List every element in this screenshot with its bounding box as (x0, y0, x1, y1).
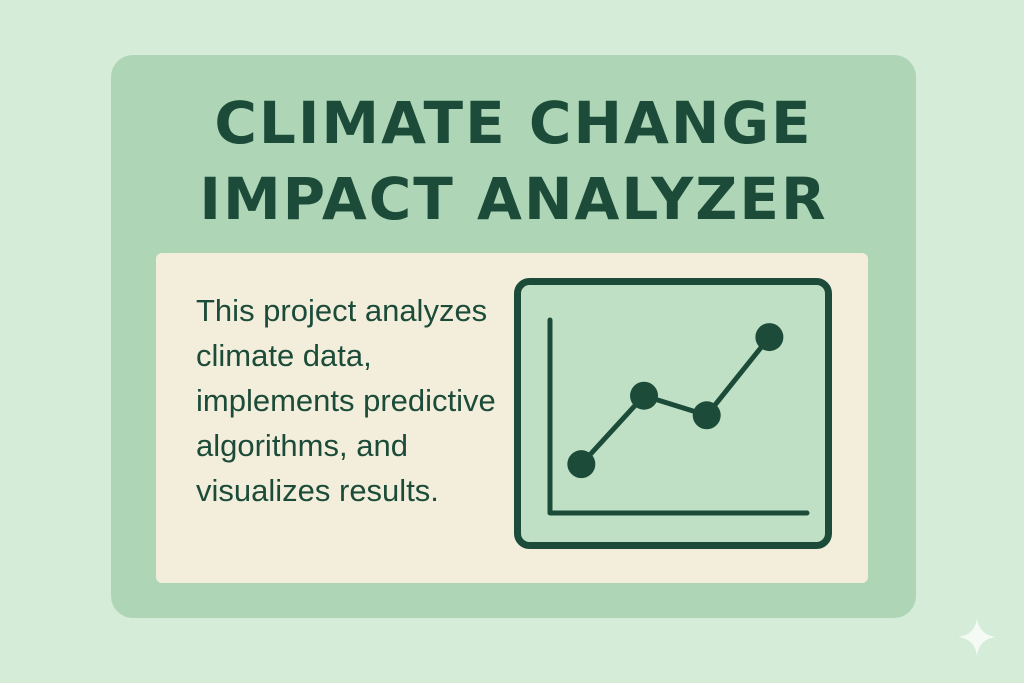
data-point-3 (692, 401, 721, 430)
page-title: CLIMATE CHANGE IMPACT ANALYZER (111, 85, 916, 237)
data-point-4 (755, 323, 784, 352)
description-panel: This project analyzes climate data, impl… (156, 253, 868, 583)
line-chart-icon (514, 278, 832, 549)
chart-frame-border (514, 278, 832, 549)
project-description: This project analyzes climate data, impl… (196, 293, 496, 508)
project-card: CLIMATE CHANGE IMPACT ANALYZER This proj… (111, 55, 916, 618)
data-point-2 (630, 381, 659, 410)
series-line (578, 334, 772, 467)
sparkle-icon (956, 616, 998, 658)
data-point-1 (567, 450, 596, 479)
title-line-1: CLIMATE CHANGE (214, 89, 813, 157)
chart-svg (514, 278, 832, 549)
chart-axes (547, 317, 810, 516)
title-line-2: IMPACT ANALYZER (199, 165, 828, 233)
